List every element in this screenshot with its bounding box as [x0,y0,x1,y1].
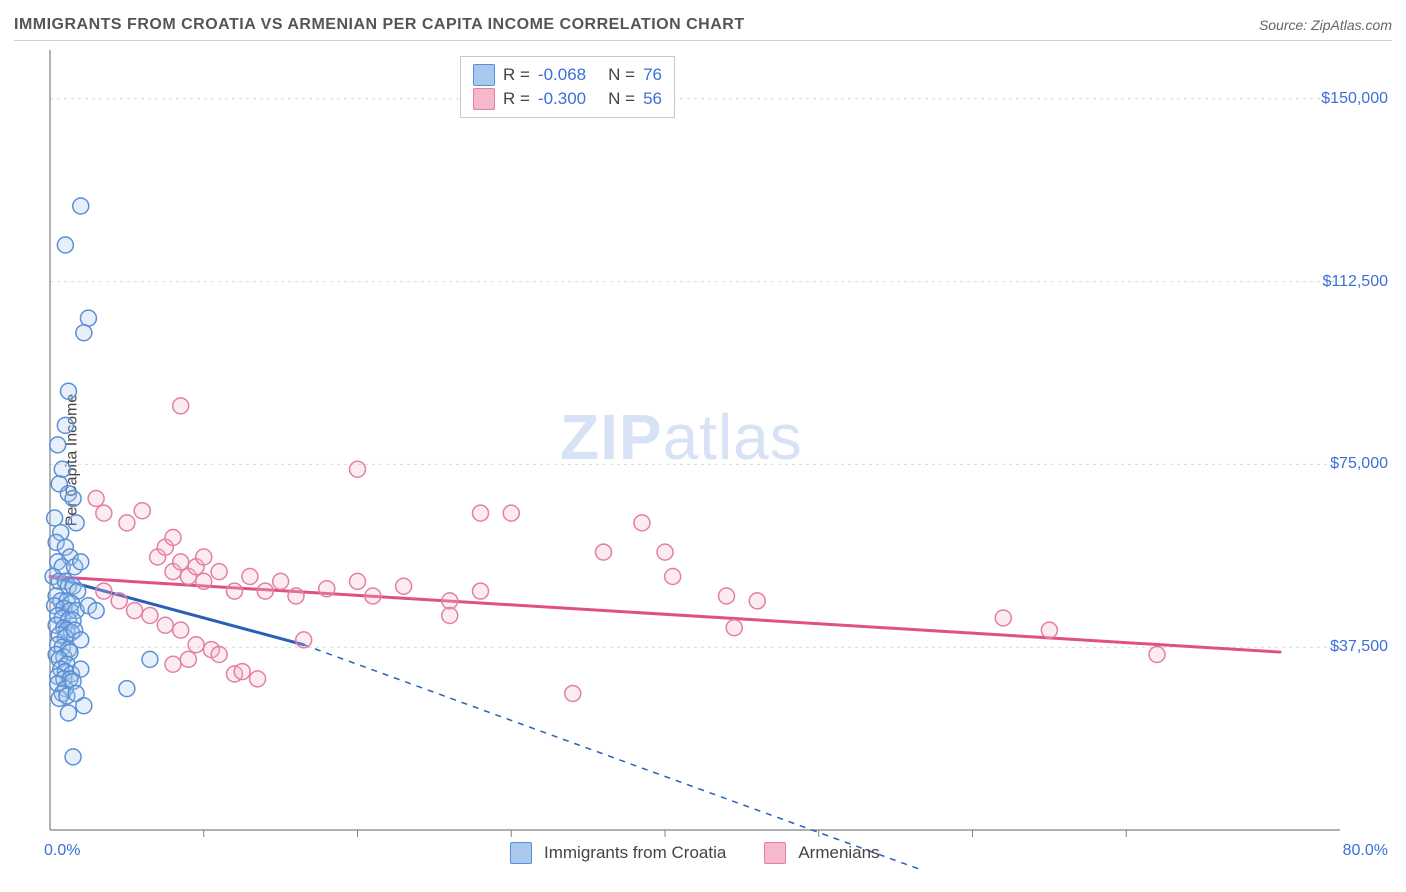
x-axis-min-label: 0.0% [44,842,80,860]
legend-series-label: Armenians [798,843,879,863]
y-tick-label: $150,000 [1321,90,1388,108]
legend-stat-row: R = -0.068 N = 76 [473,63,662,87]
legend-swatch [473,88,495,110]
legend-swatch [473,64,495,86]
legend-r-label: R = [503,63,530,87]
legend-r-value: -0.300 [538,87,586,111]
legend-n-value: 76 [643,63,662,87]
legend-series-label: Immigrants from Croatia [544,843,726,863]
legend-n-label: N = [608,63,635,87]
watermark-text: ZIPatlas [560,400,803,474]
source-attribution: Source: ZipAtlas.com [1259,17,1392,33]
y-tick-label: $37,500 [1330,638,1388,656]
legend-stat-row: R = -0.300 N = 56 [473,87,662,111]
series-legend: Immigrants from Croatia Armenians [510,842,906,864]
legend-n-value: 56 [643,87,662,111]
chart-title: IMMIGRANTS FROM CROATIA VS ARMENIAN PER … [14,16,745,34]
legend-swatch [510,842,532,864]
y-tick-label: $75,000 [1330,455,1388,473]
y-tick-label: $112,500 [1322,273,1388,291]
correlation-legend: R = -0.068 N = 76 R = -0.300 N = 56 [460,56,675,118]
legend-r-value: -0.068 [538,63,586,87]
chart-area: Per Capita Income ZIPatlas R = -0.068N =… [0,50,1406,870]
x-axis-max-label: 80.0% [1343,842,1388,860]
legend-swatch [764,842,786,864]
chart-header: IMMIGRANTS FROM CROATIA VS ARMENIAN PER … [14,10,1392,41]
legend-r-label: R = [503,87,530,111]
legend-n-label: N = [608,87,635,111]
